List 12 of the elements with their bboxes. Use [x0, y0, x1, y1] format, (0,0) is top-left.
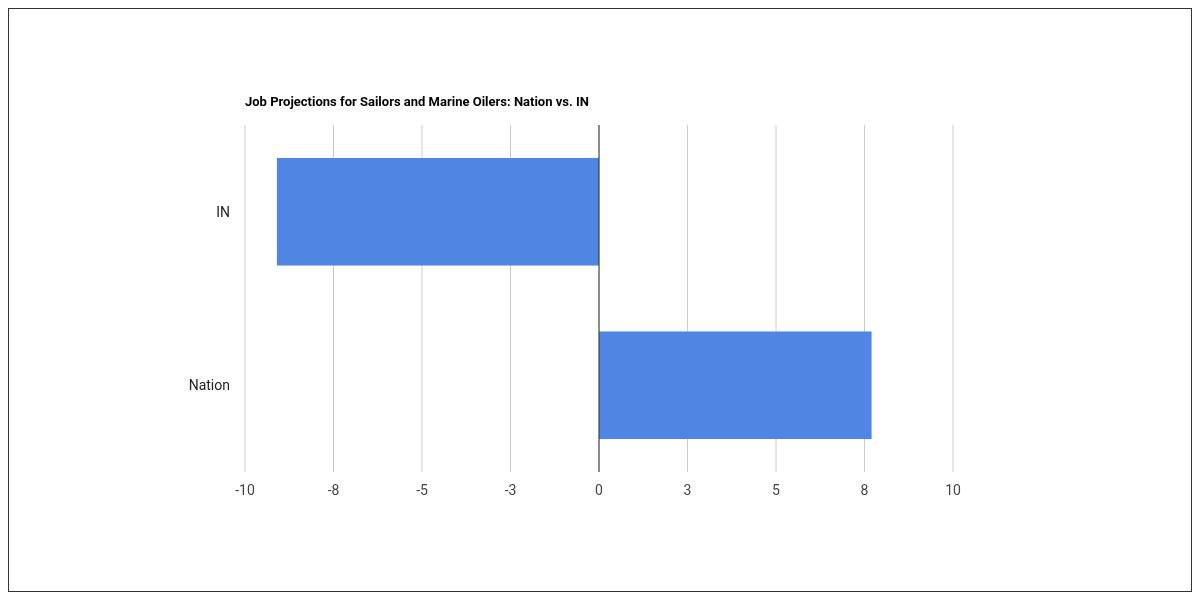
x-tick-label: -10 [235, 482, 255, 498]
y-tick-label: Nation [188, 377, 230, 394]
x-tick-label: 0 [595, 482, 604, 498]
x-tick-label: 10 [945, 482, 961, 498]
y-tick-label: IN [216, 203, 230, 220]
x-tick-label: -8 [327, 482, 340, 498]
chart-title: Job Projections for Sailors and Marine Oilers: Nation vs. IN [245, 94, 589, 109]
x-tick-label: 5 [772, 482, 781, 498]
x-tick-label: 8 [860, 482, 869, 498]
x-tick-label: -3 [504, 482, 517, 498]
x-tick-label: -5 [416, 482, 428, 498]
x-tick-label: 3 [683, 482, 692, 498]
